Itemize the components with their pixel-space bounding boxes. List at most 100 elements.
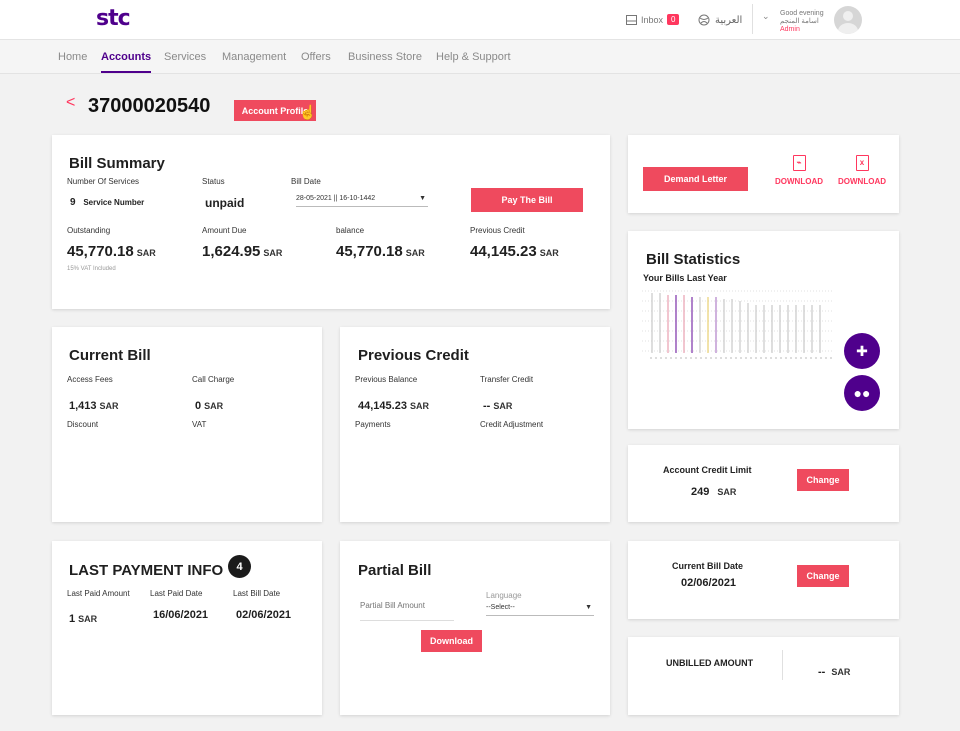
outstanding-value: 45,770.18 <box>67 243 134 260</box>
current-bill-card: Current Bill Access Fees 1,413 SAR Call C… <box>52 327 322 522</box>
nav-help-support[interactable]: Help & Support <box>436 51 511 63</box>
bill-date-label: Bill Date <box>291 177 321 186</box>
bill-statistics-card: Bill Statistics Your Bills Last Year ✚ ●… <box>628 231 899 429</box>
payments-label: Payments <box>355 420 391 429</box>
bill-statistics-title: Bill Statistics <box>646 251 741 268</box>
user-name: اسامة المنجم <box>780 18 819 25</box>
outstanding-label: Outstanding <box>67 226 111 235</box>
services-value: 9 Service Number <box>70 197 144 208</box>
current-bill-date-value: 02/06/2021 <box>681 577 737 589</box>
change-credit-limit-button[interactable]: Change <box>797 469 849 491</box>
last-paid-amount-value: 1 <box>69 613 76 625</box>
last-paid-date-label: Last Paid Date <box>150 589 203 598</box>
credit-adjustment-label: Credit Adjustment <box>480 420 544 429</box>
last-payment-title: LAST PAYMENT INFO <box>69 562 224 579</box>
language-label: Language <box>486 591 522 600</box>
chat-icon[interactable]: ●● <box>844 375 880 411</box>
currency: SAR <box>78 614 98 624</box>
last-paid-date-value: 16/06/2021 <box>153 609 209 621</box>
caret-down-icon: ▼ <box>585 604 592 611</box>
previous-credit-amount: 44,145.23 SAR <box>470 243 559 261</box>
inbox-count-badge: 0 <box>667 14 680 25</box>
currency: SAR <box>831 667 851 677</box>
nav-services[interactable]: Services <box>164 51 207 63</box>
amount-due-label: Amount Due <box>202 226 247 235</box>
download-label: DOWNLOAD <box>838 177 886 186</box>
excel-file-icon: x <box>855 155 869 171</box>
balance-label: balance <box>336 226 365 235</box>
language-select[interactable]: --Select-- ▼ <box>486 600 594 616</box>
call-charge-label: Call Charge <box>192 375 235 384</box>
user-divider <box>752 4 753 34</box>
user-menu[interactable]: Good evening اسامة المنجم Admin <box>780 10 824 34</box>
services-count: 9 <box>70 197 76 208</box>
unbilled-amount: -- SAR <box>818 662 850 680</box>
demand-letter-button[interactable]: Demand Letter <box>643 167 748 191</box>
greeting-text: Good evening <box>780 10 824 17</box>
outstanding-amount: 45,770.18 SAR <box>67 243 156 261</box>
previous-balance-value: 44,145.23 <box>358 400 407 412</box>
currency: SAR <box>204 401 224 411</box>
nav-offers[interactable]: Offers <box>301 51 331 63</box>
discount-label: Discount <box>67 420 99 429</box>
inbox-label: Inbox <box>641 14 664 25</box>
currency: SAR <box>99 401 119 411</box>
credit-limit-amount: 249 SAR <box>691 482 736 500</box>
unbilled-divider <box>782 650 783 680</box>
pay-bill-button[interactable]: Pay The Bill <box>471 188 583 212</box>
currency: SAR <box>136 248 156 258</box>
status-value: unpaid <box>205 196 245 210</box>
current-bill-date-card: Current Bill Date 02/06/2021 Change <box>628 541 899 619</box>
nav-accounts[interactable]: Accounts <box>101 51 152 73</box>
partial-bill-download-button[interactable]: Download <box>421 630 482 652</box>
status-label: Status <box>202 177 225 186</box>
language-switch[interactable]: العربية <box>698 14 742 26</box>
previous-balance-amount: 44,145.23 SAR <box>358 396 429 414</box>
pdf-file-icon: ⌁ <box>792 155 806 171</box>
step-badge: 4 <box>228 555 251 578</box>
transfer-credit-amount: -- SAR <box>483 396 512 414</box>
hand-cursor-icon: ☝ <box>299 104 317 120</box>
last-bill-date-label: Last Bill Date <box>233 589 281 598</box>
amount-due-value: 1,624.95 <box>202 243 261 260</box>
bill-statistics-subtitle: Your Bills Last Year <box>643 273 727 283</box>
unbilled-value: -- <box>818 666 826 678</box>
change-bill-date-button[interactable]: Change <box>797 565 849 587</box>
pdf-download[interactable]: ⌁ DOWNLOAD <box>773 155 825 186</box>
nav-home[interactable]: Home <box>58 51 88 63</box>
transfer-credit-value: -- <box>483 400 491 412</box>
chevron-left-icon[interactable]: < <box>66 94 76 111</box>
inbox-icon <box>626 14 637 25</box>
bill-date-select[interactable]: 28-05-2021 || 16-10-1442 ▼ <box>296 191 428 207</box>
currency: SAR <box>405 248 425 258</box>
current-bill-title: Current Bill <box>69 347 151 364</box>
account-number: 37000020540 <box>88 95 211 117</box>
signpost-icon[interactable]: ✚ <box>844 333 880 369</box>
currency: SAR <box>539 248 559 258</box>
stc-logo[interactable]: stc <box>96 6 131 31</box>
caret-down-icon: ▼ <box>419 195 426 202</box>
nav-management[interactable]: Management <box>222 51 287 63</box>
excel-download[interactable]: x DOWNLOAD <box>834 155 890 186</box>
inbox-link[interactable]: Inbox 0 <box>626 14 680 25</box>
call-charge-value: 0 <box>195 400 202 412</box>
services-unit: Service Number <box>83 198 145 207</box>
current-bill-date-label: Current Bill Date <box>672 561 744 571</box>
chevron-down-icon[interactable]: ⌄ <box>762 11 770 21</box>
partial-bill-amount-input[interactable] <box>360 591 454 621</box>
currency: SAR <box>717 487 737 497</box>
download-label: DOWNLOAD <box>775 177 823 186</box>
nav-business-store[interactable]: Business Store <box>348 51 422 63</box>
avatar[interactable] <box>834 6 862 34</box>
account-credit-limit-card: Account Credit Limit 249 SAR Change <box>628 445 899 522</box>
credit-limit-label: Account Credit Limit <box>663 465 752 475</box>
bills-chart <box>642 290 834 359</box>
account-profile-button[interactable]: Account Profile <box>234 100 316 121</box>
language-select-value: --Select-- <box>486 604 515 611</box>
top-bar: stc Inbox 0 العربية ⌄ Good evening اسامة… <box>0 0 960 40</box>
last-bill-date-value: 02/06/2021 <box>236 609 292 621</box>
access-fees-amount: 1,413 SAR <box>69 396 119 414</box>
previous-credit-value: 44,145.23 <box>470 243 537 260</box>
unbilled-label: UNBILLED AMOUNT <box>666 658 754 668</box>
partial-bill-title: Partial Bill <box>358 562 432 579</box>
